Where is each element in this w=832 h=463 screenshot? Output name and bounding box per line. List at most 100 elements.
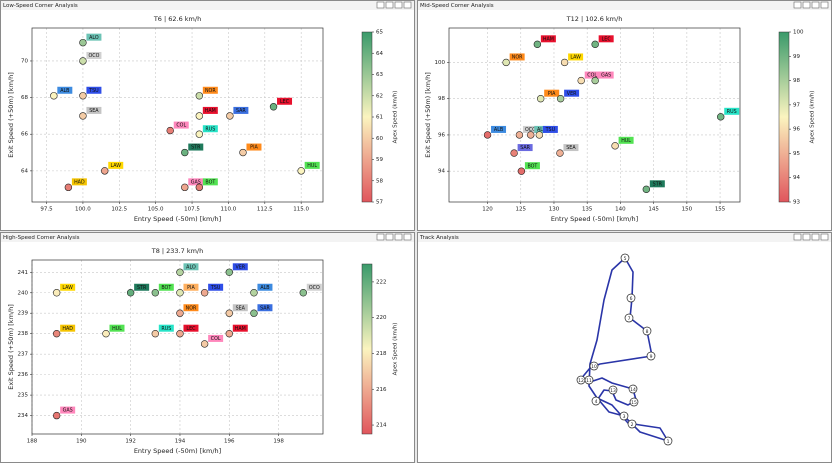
window-button[interactable] bbox=[385, 233, 394, 241]
point-label: SEA bbox=[89, 108, 99, 114]
window-button[interactable] bbox=[403, 1, 412, 9]
window-button[interactable] bbox=[793, 233, 802, 241]
point bbox=[200, 340, 209, 348]
point-label: HAD bbox=[62, 326, 73, 332]
point bbox=[642, 185, 651, 194]
point-group: SEA bbox=[79, 106, 102, 120]
point-label-box bbox=[524, 162, 540, 170]
point-group: ALO bbox=[527, 125, 550, 139]
point bbox=[517, 167, 526, 175]
point-group: TSU bbox=[79, 86, 102, 100]
point-label: VER bbox=[567, 91, 577, 97]
point-label: ALB bbox=[60, 88, 69, 94]
window-button[interactable] bbox=[394, 233, 403, 241]
point bbox=[101, 167, 109, 175]
window-button[interactable] bbox=[811, 233, 820, 241]
colorbar bbox=[361, 31, 373, 203]
corner-marker bbox=[608, 385, 618, 395]
point-label-box bbox=[183, 263, 199, 271]
point bbox=[200, 289, 209, 297]
y-tick-label: 238 bbox=[18, 331, 29, 337]
point bbox=[225, 329, 233, 338]
point-label: OCO bbox=[88, 53, 99, 59]
corner-marker bbox=[619, 411, 629, 421]
point-label: LEC bbox=[186, 326, 196, 332]
corner-label: 5 bbox=[624, 256, 627, 262]
window bbox=[0, 232, 415, 463]
corner-marker bbox=[629, 397, 639, 407]
point-label-box bbox=[108, 161, 124, 169]
point-label-box bbox=[188, 143, 204, 151]
point bbox=[515, 131, 524, 139]
point bbox=[577, 76, 585, 85]
colorbar-tick-label: 57 bbox=[376, 200, 383, 206]
y-tick-label: 241 bbox=[18, 270, 29, 276]
window-button[interactable] bbox=[820, 233, 829, 241]
point bbox=[250, 289, 258, 297]
window-button[interactable] bbox=[793, 1, 802, 9]
point-label: PIA bbox=[187, 285, 195, 291]
point-label: STR bbox=[191, 145, 201, 151]
point-label: COL bbox=[587, 73, 597, 79]
window-button[interactable] bbox=[385, 1, 394, 9]
point-label-box bbox=[202, 178, 218, 186]
point bbox=[527, 131, 535, 139]
window-button[interactable] bbox=[811, 1, 820, 9]
x-tick-label: 135 bbox=[582, 207, 593, 213]
point bbox=[79, 38, 87, 47]
title-bar bbox=[418, 1, 831, 10]
window-button[interactable] bbox=[376, 233, 385, 241]
point-label: ALO bbox=[89, 35, 99, 41]
point-label: HAM bbox=[543, 36, 554, 42]
corner-marker bbox=[628, 384, 638, 394]
x-tick-label: 140 bbox=[615, 207, 626, 213]
point-label: LEC bbox=[602, 36, 612, 42]
point-label: TSU bbox=[88, 88, 99, 94]
window-button[interactable] bbox=[820, 1, 829, 9]
window-title: High-Speed Corner Analysis bbox=[3, 235, 80, 241]
colorbar-tick-label: 95 bbox=[793, 151, 800, 157]
colorbar-tick-label: 65 bbox=[376, 30, 383, 36]
corner-label: 10 bbox=[591, 364, 597, 370]
point-label: COL bbox=[176, 123, 186, 129]
y-tick-label: 237 bbox=[18, 352, 29, 358]
corner-marker bbox=[642, 326, 652, 336]
point-label-box bbox=[649, 180, 665, 188]
colorbar-tick-label: 61 bbox=[376, 115, 383, 121]
window-button[interactable] bbox=[394, 1, 403, 9]
point bbox=[195, 112, 204, 120]
point-label: GAS bbox=[601, 73, 611, 79]
point bbox=[79, 57, 87, 65]
point-group: ALB bbox=[483, 125, 507, 139]
point-label: SEA bbox=[236, 305, 246, 311]
corner-marker bbox=[626, 293, 636, 303]
point bbox=[52, 329, 61, 338]
point-label-box bbox=[232, 304, 248, 312]
point-group: NOR bbox=[195, 86, 218, 100]
point bbox=[52, 289, 61, 297]
point-group: OCO bbox=[299, 283, 322, 297]
point-label-box bbox=[109, 324, 125, 332]
point-label-box bbox=[724, 107, 740, 115]
point bbox=[536, 94, 545, 103]
corner-label: 3 bbox=[623, 414, 626, 420]
point-label-box bbox=[202, 106, 218, 114]
point-label-box bbox=[306, 283, 322, 291]
point-group: RUS bbox=[717, 107, 740, 121]
window-button[interactable] bbox=[802, 233, 811, 241]
window bbox=[417, 232, 832, 463]
colorbar-label: Apex Speed (km/h) bbox=[393, 91, 399, 144]
point-group: PIA bbox=[239, 143, 262, 157]
point-group: LEC bbox=[269, 97, 293, 111]
corner-marker bbox=[584, 375, 594, 385]
window-button[interactable] bbox=[802, 1, 811, 9]
point-group: LEC bbox=[176, 324, 199, 338]
x-tick-label: 196 bbox=[224, 439, 235, 445]
point-label-box bbox=[71, 178, 87, 186]
window-button[interactable] bbox=[376, 1, 385, 9]
point bbox=[151, 289, 160, 297]
window-title: Low-Speed Corner Analysis bbox=[3, 3, 78, 9]
point-group: HAM bbox=[533, 35, 556, 49]
window-button[interactable] bbox=[403, 233, 412, 241]
